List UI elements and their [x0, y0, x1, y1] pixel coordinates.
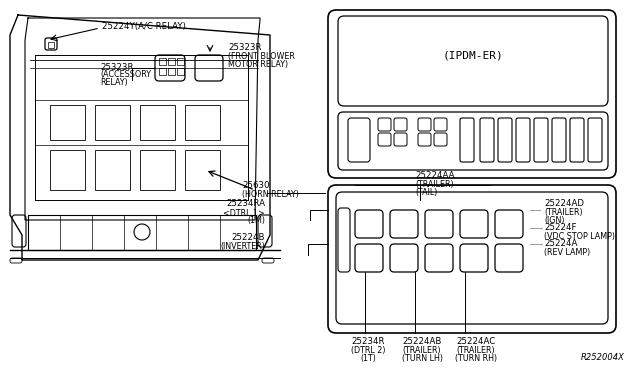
- Text: 25224AB: 25224AB: [403, 337, 442, 346]
- Bar: [159, 58, 166, 65]
- Text: (TRAILER): (TRAILER): [403, 346, 442, 355]
- Text: (INVERTER): (INVERTER): [220, 241, 265, 250]
- Text: 25224F: 25224F: [544, 224, 577, 232]
- Text: 25323R: 25323R: [228, 42, 262, 51]
- Text: (FRONT BLOWER: (FRONT BLOWER: [228, 51, 295, 61]
- Text: 25224B: 25224B: [232, 232, 265, 241]
- Text: (TRAILER): (TRAILER): [415, 180, 454, 189]
- Text: 25224AA: 25224AA: [415, 171, 454, 180]
- Bar: [50, 105, 85, 140]
- Text: MOTOR RELAY): MOTOR RELAY): [228, 60, 288, 68]
- Bar: [140, 150, 175, 190]
- Text: (VDC STOP LAMP): (VDC STOP LAMP): [544, 232, 615, 241]
- Bar: [177, 58, 184, 65]
- Text: 25224Y(A/C RELAY): 25224Y(A/C RELAY): [102, 22, 186, 31]
- Bar: [168, 68, 175, 75]
- Text: 25234RA: 25234RA: [226, 199, 265, 208]
- Text: 25224A: 25224A: [544, 240, 577, 248]
- Text: (TAIL): (TAIL): [415, 189, 437, 198]
- Text: (IPDM-ER): (IPDM-ER): [443, 50, 504, 60]
- Bar: [185, 105, 220, 140]
- Text: R252004X: R252004X: [581, 353, 625, 362]
- Bar: [95, 150, 130, 190]
- Bar: [177, 68, 184, 75]
- Text: RELAY): RELAY): [100, 78, 128, 87]
- Text: (DTRL 2): (DTRL 2): [351, 346, 385, 355]
- Text: 25323R: 25323R: [100, 62, 134, 71]
- Bar: [185, 150, 220, 190]
- Text: 25234R: 25234R: [351, 337, 385, 346]
- Text: (1T): (1T): [360, 354, 376, 363]
- Text: (TRAILER): (TRAILER): [544, 208, 582, 218]
- Text: (1M): (1M): [247, 217, 265, 225]
- Text: 25224AD: 25224AD: [544, 199, 584, 208]
- Text: (TURN RH): (TURN RH): [455, 354, 497, 363]
- Text: (IGN): (IGN): [544, 217, 564, 225]
- Bar: [95, 105, 130, 140]
- Bar: [168, 58, 175, 65]
- Text: 25224AC: 25224AC: [456, 337, 495, 346]
- Text: (TRAILER): (TRAILER): [457, 346, 495, 355]
- Text: (REV LAMP): (REV LAMP): [544, 247, 590, 257]
- Bar: [28, 215, 256, 250]
- Text: (ACCESSORY: (ACCESSORY: [100, 71, 151, 80]
- Bar: [159, 68, 166, 75]
- Text: (HORN RELAY): (HORN RELAY): [242, 189, 299, 199]
- Text: <DTRL 1>: <DTRL 1>: [223, 208, 265, 218]
- Bar: [48, 42, 54, 48]
- Bar: [50, 150, 85, 190]
- Text: (TURN LH): (TURN LH): [401, 354, 442, 363]
- Bar: [140, 105, 175, 140]
- Text: 25630: 25630: [242, 180, 269, 189]
